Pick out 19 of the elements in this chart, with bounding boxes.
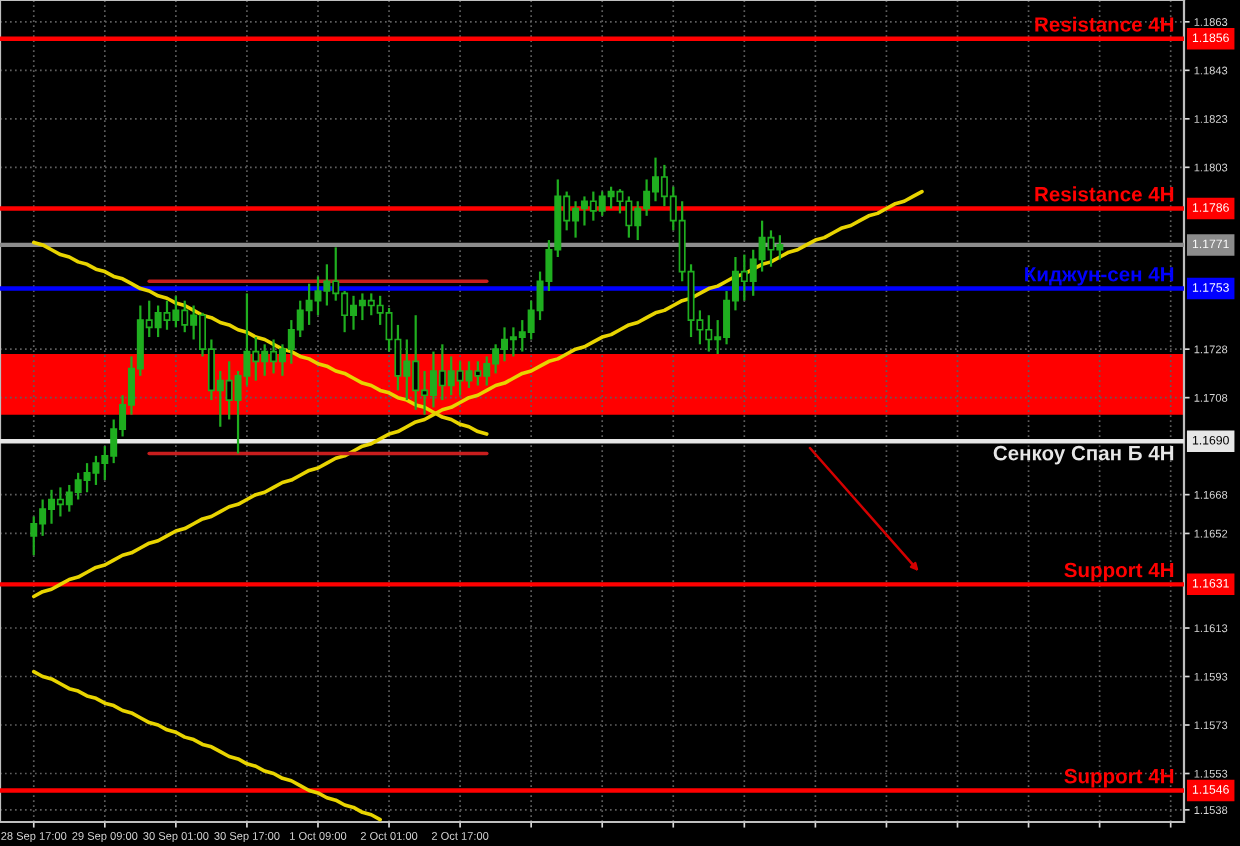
candlestick <box>92 454 100 487</box>
ref-line-label: Support 4H <box>1064 562 1174 582</box>
candlestick <box>154 304 162 339</box>
candlestick <box>305 282 313 327</box>
ref-line-label: Resistance 4H <box>1035 16 1174 32</box>
ref-line-label: Сенкоу Спан Б 4H <box>993 445 1174 465</box>
candlestick <box>30 515 38 557</box>
candlestick <box>163 299 171 331</box>
candlestick <box>314 275 322 317</box>
ref-line-label: Киджун-сен 4H <box>1025 267 1174 286</box>
candlestick <box>456 360 464 397</box>
candlestick <box>767 229 775 268</box>
candlestick <box>83 462 91 494</box>
ref-line-label: Resistance 4H <box>1035 186 1174 202</box>
ref-line-label: Support 4H <box>1064 768 1174 788</box>
line-series <box>31 189 924 599</box>
candlestick <box>465 360 473 390</box>
candlestick <box>607 185 615 210</box>
line-series <box>31 669 382 822</box>
